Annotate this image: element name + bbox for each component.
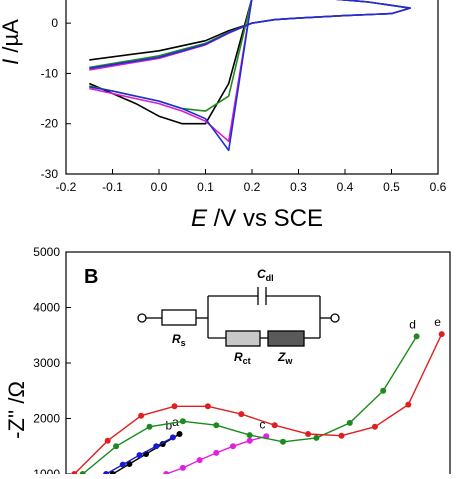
- cv-y-tick-label: -10: [41, 66, 59, 80]
- cv-y-axis-label: I /µA: [0, 19, 23, 65]
- equivalent-circuit: [137, 287, 340, 347]
- cv-x-tick-label: 0.6: [430, 180, 447, 194]
- cv-axis-ticks: -0.2 -0.1 0.0 0.1 0.2 0.3 0.4 0.5 0.6 -30 -20 -10 0: [41, 16, 447, 194]
- rs-resistor: [161, 309, 197, 326]
- eis-data-point-e: [371, 423, 378, 430]
- circuit-terminal-left: [137, 313, 147, 323]
- eis-data-point-e: [405, 401, 412, 408]
- eis-data-point-d: [346, 419, 353, 426]
- eis-data-point-e: [138, 412, 145, 419]
- eis-data-point-b: [136, 452, 143, 459]
- panel-a-cv: -0.2 -0.1 0.0 0.1 0.2 0.3 0.4 0.5 0.6-30-20-100 …: [0, 0, 447, 232]
- eis-data-point-c: [196, 457, 203, 464]
- eis-data-point-c: [213, 449, 220, 456]
- eis-data-point-c: [179, 464, 186, 471]
- cv-curves: [88, 0, 411, 152]
- eis-data-point-d: [179, 418, 186, 425]
- eis-data-point-e: [171, 403, 178, 410]
- eis-y-tick-label: 5000: [33, 245, 60, 259]
- eis-axis-ticks: 1000 2000 3000 4000 5000: [33, 245, 71, 479]
- eis-data-point-d: [113, 443, 120, 450]
- cv-x-tick-label: 0.0: [151, 180, 168, 194]
- zw-warburg-element: [267, 330, 305, 347]
- eis-series-label-d: d: [409, 317, 416, 331]
- eis-data-point-e: [238, 411, 245, 418]
- eis-data-point-e: [305, 431, 312, 437]
- rct-resistor: [225, 330, 261, 347]
- cv-y-tick-label: -20: [41, 117, 59, 131]
- cv-plot-frame: [65, 0, 439, 175]
- eis-data-point-b: [119, 461, 126, 468]
- eis-data-series: ab cd e: [71, 315, 445, 477]
- eis-data-point-d: [213, 422, 220, 429]
- eis-data-point-c: [246, 437, 253, 444]
- eis-series-label-e: e: [434, 315, 441, 329]
- cv-x-tick-label: -0.1: [102, 180, 123, 194]
- cv-y-tick-label: 0: [51, 16, 58, 30]
- cv-x-tick-label: 0.5: [383, 180, 400, 194]
- eis-y-tick-label: 2000: [33, 412, 60, 426]
- cv-series-line-3: [89, 0, 411, 143]
- cdl-label: Cdl: [257, 267, 274, 283]
- eis-data-point-e: [438, 331, 445, 338]
- cv-x-axis-label: E /V vs SCE: [191, 205, 323, 232]
- cv-x-tick-label: 0.4: [337, 180, 354, 194]
- eis-series-e: e: [71, 315, 445, 477]
- eis-data-point-d: [280, 438, 286, 445]
- circuit-terminal-right: [330, 313, 340, 323]
- eis-series-d: d: [79, 317, 420, 477]
- rct-label: Rct: [234, 350, 251, 366]
- eis-data-point-e: [271, 422, 278, 429]
- eis-y-axis-label: -Z'' /Ω: [4, 381, 29, 439]
- panel-b-letter: B: [84, 266, 98, 288]
- cv-x-tick-label: -0.2: [56, 180, 77, 194]
- cv-series-line-4: [89, 0, 411, 152]
- eis-series-line-e: [73, 333, 443, 475]
- eis-series-label-b: b: [166, 418, 173, 432]
- eis-data-point-d: [146, 423, 153, 430]
- eis-y-tick-label: 3000: [33, 356, 60, 370]
- eis-y-tick-label: 4000: [33, 301, 60, 315]
- eis-y-tick-label: 1000: [33, 467, 60, 474]
- cv-x-tick-label: 0.3: [290, 180, 307, 194]
- eis-data-point-b: [153, 443, 160, 450]
- zw-label: Zw: [277, 350, 293, 366]
- eis-series-label-c: c: [259, 417, 265, 431]
- eis-data-point-d: [313, 434, 320, 441]
- eis-data-point-e: [204, 403, 211, 410]
- cv-x-tick-label: 0.2: [244, 180, 261, 194]
- eis-data-point-a: [176, 431, 183, 437]
- cv-x-tick-label: 0.1: [197, 180, 214, 194]
- eis-data-point-d: [380, 387, 387, 394]
- eis-data-point-e: [104, 437, 111, 444]
- rs-label: Rs: [172, 332, 186, 348]
- eis-data-point-c: [230, 443, 236, 450]
- eis-data-point-d: [413, 333, 420, 340]
- eis-plot-frame: [65, 251, 451, 479]
- eis-data-point-d: [246, 432, 253, 439]
- cv-y-tick-label: -30: [41, 167, 59, 181]
- eis-data-point-b: [169, 434, 176, 441]
- eis-data-point-e: [338, 432, 345, 439]
